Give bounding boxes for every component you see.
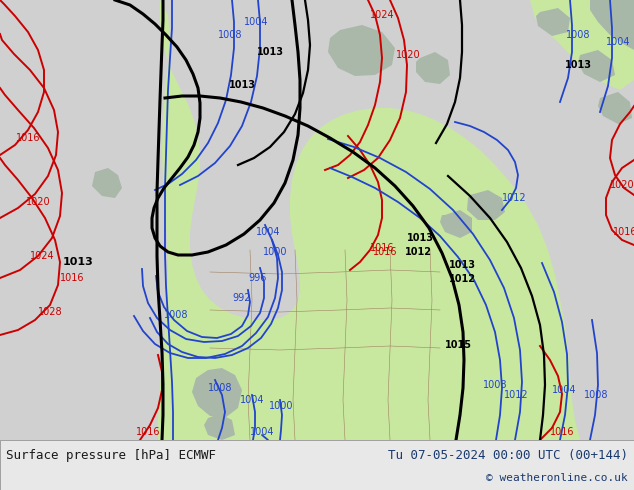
Polygon shape bbox=[590, 0, 634, 50]
Text: © weatheronline.co.uk: © weatheronline.co.uk bbox=[486, 473, 628, 483]
Polygon shape bbox=[204, 414, 235, 440]
Text: 996: 996 bbox=[249, 273, 267, 283]
Polygon shape bbox=[467, 190, 505, 220]
Polygon shape bbox=[192, 368, 242, 418]
Text: 1024: 1024 bbox=[30, 251, 55, 261]
Text: 1020: 1020 bbox=[610, 180, 634, 190]
Text: 1016: 1016 bbox=[370, 243, 394, 253]
Text: 1015: 1015 bbox=[444, 340, 472, 350]
Text: 1004: 1004 bbox=[552, 385, 576, 395]
Text: 1016: 1016 bbox=[612, 227, 634, 237]
Text: 1013: 1013 bbox=[406, 233, 434, 243]
Text: 1008: 1008 bbox=[217, 30, 242, 40]
Text: Tu 07-05-2024 00:00 UTC (00+144): Tu 07-05-2024 00:00 UTC (00+144) bbox=[388, 448, 628, 462]
Text: 1012: 1012 bbox=[404, 247, 432, 257]
Polygon shape bbox=[530, 0, 634, 90]
Text: 1016: 1016 bbox=[60, 273, 84, 283]
Text: 992: 992 bbox=[233, 293, 251, 303]
Text: 1016: 1016 bbox=[16, 133, 40, 143]
Text: 1004: 1004 bbox=[240, 395, 264, 405]
Text: 1024: 1024 bbox=[370, 10, 394, 20]
Text: 1020: 1020 bbox=[26, 197, 50, 207]
Text: 1013: 1013 bbox=[63, 257, 93, 267]
Text: 1008: 1008 bbox=[566, 30, 590, 40]
Text: 1016: 1016 bbox=[373, 247, 398, 257]
Text: 1013: 1013 bbox=[257, 47, 283, 57]
Polygon shape bbox=[598, 92, 632, 124]
Text: 1016: 1016 bbox=[550, 427, 574, 437]
Text: 1016: 1016 bbox=[136, 427, 160, 437]
Text: Surface pressure [hPa] ECMWF: Surface pressure [hPa] ECMWF bbox=[6, 448, 216, 462]
Text: 1012: 1012 bbox=[503, 390, 528, 400]
Polygon shape bbox=[440, 210, 472, 238]
Text: 1008: 1008 bbox=[482, 380, 507, 390]
Text: 1004: 1004 bbox=[605, 37, 630, 47]
Text: 1004: 1004 bbox=[250, 427, 275, 437]
Text: 1008: 1008 bbox=[164, 310, 188, 320]
Text: 1004: 1004 bbox=[256, 227, 280, 237]
Text: 1012: 1012 bbox=[448, 274, 476, 284]
Polygon shape bbox=[416, 52, 450, 84]
Polygon shape bbox=[158, 0, 580, 440]
Polygon shape bbox=[578, 50, 615, 82]
Text: 1008: 1008 bbox=[208, 383, 232, 393]
Text: 1012: 1012 bbox=[501, 193, 526, 203]
Text: 1013: 1013 bbox=[448, 260, 476, 270]
Text: 1000: 1000 bbox=[262, 247, 287, 257]
Text: 1004: 1004 bbox=[243, 17, 268, 27]
Text: 1013: 1013 bbox=[564, 60, 592, 70]
Text: 1013: 1013 bbox=[228, 80, 256, 90]
Text: 1000: 1000 bbox=[269, 401, 294, 411]
Text: 1020: 1020 bbox=[396, 50, 420, 60]
Polygon shape bbox=[92, 168, 122, 198]
Polygon shape bbox=[328, 25, 395, 76]
Polygon shape bbox=[536, 8, 570, 36]
Text: 1008: 1008 bbox=[584, 390, 608, 400]
Text: 1028: 1028 bbox=[37, 307, 62, 317]
